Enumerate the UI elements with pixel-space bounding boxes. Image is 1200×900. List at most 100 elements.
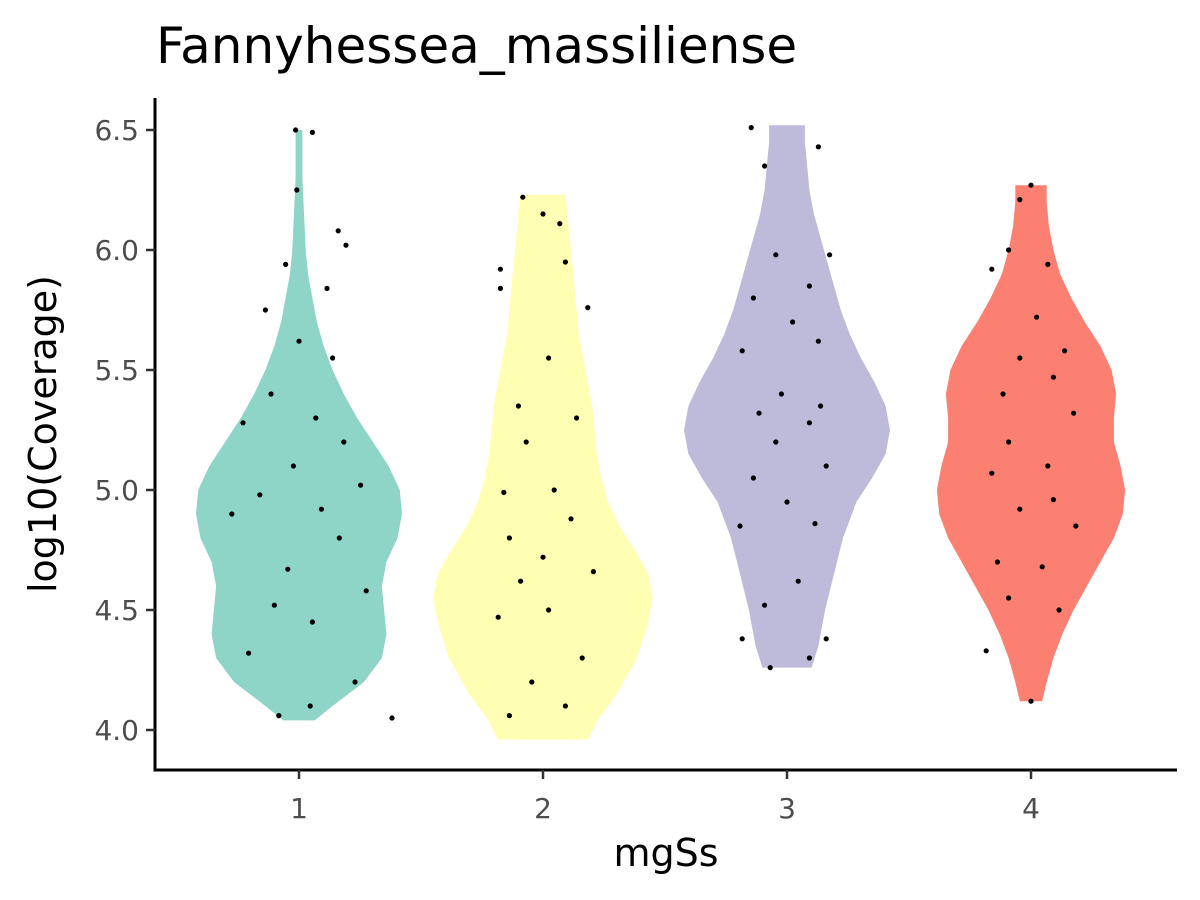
data-point-2-10: [568, 516, 574, 522]
y-tick-label: 6.0: [94, 234, 139, 267]
data-point-1-19: [330, 355, 336, 361]
data-point-1-28: [309, 129, 315, 135]
data-point-2-19: [497, 266, 503, 272]
points-layer: [229, 125, 1079, 721]
data-point-4-6: [1073, 523, 1079, 529]
data-point-2-6: [518, 578, 524, 584]
data-point-1-7: [363, 588, 369, 594]
data-point-1-23: [283, 261, 289, 267]
data-point-2-14: [574, 415, 580, 421]
y-tick-label: 6.5: [94, 114, 139, 147]
data-point-3-9: [750, 475, 757, 481]
data-point-2-11: [501, 489, 507, 495]
data-point-1-14: [290, 463, 296, 469]
data-point-1-0: [389, 715, 395, 721]
data-point-4-14: [1050, 374, 1056, 380]
data-point-2-17: [585, 305, 591, 311]
data-point-4-15: [1017, 355, 1023, 361]
data-point-4-17: [1034, 314, 1040, 320]
data-point-1-9: [336, 535, 342, 541]
data-point-2-13: [523, 439, 529, 445]
data-point-1-4: [246, 650, 252, 656]
violin-2: [433, 194, 653, 740]
x-tick-label: 1: [290, 792, 308, 825]
data-point-3-11: [773, 439, 779, 445]
x-tick-label: 4: [1022, 792, 1040, 825]
data-point-3-21: [773, 252, 779, 258]
y-tick-label: 4.0: [94, 714, 139, 747]
data-point-1-21: [262, 307, 268, 313]
data-point-2-5: [546, 607, 552, 613]
data-point-2-4: [495, 614, 501, 620]
data-point-1-26: [294, 187, 300, 193]
data-point-4-3: [1056, 607, 1062, 613]
data-point-4-20: [1006, 247, 1012, 253]
data-point-3-24: [815, 144, 822, 150]
data-point-3-8: [784, 499, 790, 505]
y-tick-label: 5.5: [94, 354, 139, 387]
data-point-3-4: [762, 602, 768, 608]
data-point-2-8: [540, 554, 546, 560]
data-point-3-16: [739, 348, 745, 354]
data-point-2-1: [562, 703, 569, 709]
data-point-4-11: [1006, 439, 1012, 445]
data-point-1-24: [343, 242, 349, 248]
y-tick-label: 5.0: [94, 474, 139, 507]
data-point-3-13: [756, 410, 762, 416]
data-point-2-23: [557, 221, 563, 227]
x-axis-title: mgSs: [613, 831, 718, 875]
y-tick-label: 4.5: [94, 594, 139, 627]
data-point-4-13: [1000, 391, 1006, 397]
data-point-3-2: [767, 665, 773, 671]
data-point-1-20: [296, 338, 302, 344]
data-point-1-22: [324, 285, 330, 291]
violin-3: [684, 125, 890, 668]
data-point-2-21: [540, 211, 546, 217]
data-point-3-3: [823, 636, 829, 642]
data-point-2-16: [546, 355, 552, 361]
data-point-4-21: [1028, 182, 1034, 188]
data-point-1-6: [271, 602, 277, 608]
data-point-2-22: [520, 194, 526, 200]
data-point-2-0: [506, 713, 512, 719]
y-axis-title: log10(Coverage): [21, 275, 65, 593]
data-point-1-5: [309, 619, 315, 625]
data-point-3-6: [737, 523, 743, 529]
data-point-2-18: [497, 285, 503, 291]
data-point-3-12: [806, 420, 813, 426]
data-point-3-22: [827, 252, 833, 258]
data-point-4-7: [1017, 506, 1023, 512]
data-point-2-7: [590, 569, 597, 575]
data-point-3-25: [748, 125, 754, 131]
chart-title: Fannyhessea_massiliense: [156, 17, 797, 75]
data-point-3-1: [806, 655, 813, 661]
data-point-1-18: [268, 391, 274, 397]
data-point-2-9: [506, 535, 512, 541]
data-point-3-5: [795, 578, 801, 584]
data-point-3-10: [823, 463, 829, 469]
data-point-3-7: [812, 521, 818, 527]
data-point-4-0: [983, 648, 989, 654]
data-point-1-11: [318, 506, 324, 512]
data-point-4-4: [1039, 564, 1045, 570]
data-point-4-1: [1028, 698, 1034, 704]
data-point-1-25: [335, 228, 341, 234]
data-point-2-12: [551, 487, 557, 493]
x-tick-label: 2: [534, 792, 552, 825]
data-point-1-12: [257, 492, 263, 498]
data-point-2-2: [529, 679, 535, 685]
data-point-3-19: [750, 295, 757, 301]
data-point-3-20: [806, 283, 813, 289]
data-point-3-17: [815, 338, 822, 344]
violin-1: [196, 130, 402, 721]
data-point-4-18: [989, 266, 995, 272]
data-point-1-10: [229, 511, 235, 517]
data-point-4-22: [1017, 197, 1023, 203]
y-axis-ticks: 4.0 4.5 5.0 5.5 6.0 6.5: [94, 114, 155, 747]
data-point-1-16: [240, 420, 246, 426]
data-point-4-12: [1071, 410, 1077, 416]
data-point-3-14: [818, 403, 824, 409]
violins-layer: [196, 125, 1126, 740]
data-point-1-8: [285, 566, 291, 572]
